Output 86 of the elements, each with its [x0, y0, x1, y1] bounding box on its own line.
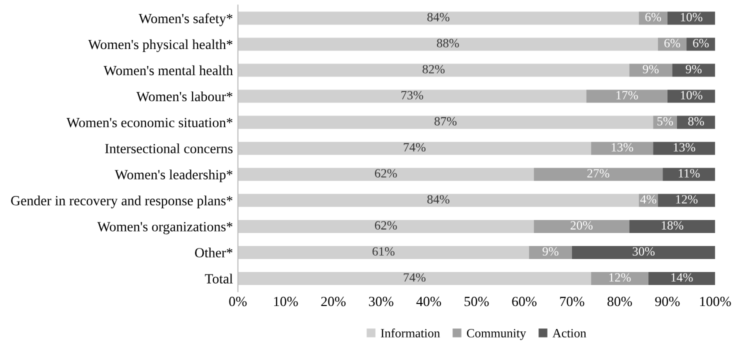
bar [648, 272, 716, 286]
bar [238, 38, 658, 51]
bar [629, 64, 672, 77]
data-label: 10% [680, 12, 702, 22]
bar [662, 168, 716, 181]
bar [534, 168, 663, 181]
data-label: 13% [674, 143, 696, 152]
y-tick-label: Women's safety* [138, 13, 232, 26]
data-label: 87% [434, 117, 457, 126]
bar [534, 220, 630, 233]
bar [238, 194, 639, 207]
bar [238, 220, 534, 233]
bar [238, 246, 530, 259]
x-tick-label: 70% [560, 296, 584, 306]
y-tick-label: Women's organizations* [97, 222, 232, 234]
legend-label: Information [380, 328, 440, 338]
data-label: 20% [570, 221, 593, 230]
bar [667, 12, 716, 25]
y-tick-label: Total [204, 274, 233, 284]
data-label: 5% [657, 117, 673, 126]
bar [667, 90, 716, 103]
x-tick-label: 20% [321, 296, 346, 306]
data-label: 9% [642, 64, 659, 74]
data-label: 12% [609, 273, 631, 282]
data-label: 62% [374, 169, 397, 178]
x-tick-label: 50% [464, 296, 489, 306]
data-label: 8% [688, 117, 704, 126]
data-label: 6% [645, 12, 662, 22]
y-tick-label: Gender in recovery and response plans* [11, 196, 232, 208]
data-label: 9% [542, 247, 558, 256]
data-label: 82% [422, 64, 445, 74]
data-label: 74% [404, 143, 426, 152]
bar [238, 90, 586, 103]
data-label: 9% [686, 64, 702, 74]
x-tick-label: 90% [655, 296, 680, 306]
data-label: 73% [401, 90, 424, 100]
bar [238, 272, 592, 286]
data-label: 88% [436, 38, 459, 48]
x-tick-label: 100% [700, 296, 731, 306]
bar [238, 116, 654, 129]
x-tick-label: 80% [608, 296, 632, 306]
bar [591, 272, 648, 286]
data-label: 17% [616, 90, 638, 100]
bar [676, 116, 716, 129]
y-tick-label: Other* [195, 248, 232, 258]
bar [672, 64, 716, 77]
data-label: 74% [404, 273, 426, 282]
bar [238, 142, 592, 155]
bar [658, 194, 716, 207]
legend-label: Action [552, 329, 586, 338]
data-label: 6% [693, 38, 709, 48]
y-tick-label: Women's physical health* [88, 39, 232, 52]
data-label: 27% [587, 169, 610, 178]
data-label: 30% [632, 247, 655, 256]
y-tick-label: Women's labour* [136, 91, 232, 102]
data-label: 18% [662, 221, 684, 230]
data-label: 84% [427, 195, 450, 204]
bar [586, 90, 668, 103]
data-label: 84% [427, 12, 450, 22]
x-tick-label: 40% [416, 296, 442, 306]
data-label: 6% [664, 38, 680, 48]
y-tick-label: Intersectional concerns [105, 144, 233, 154]
x-tick-label: 30% [369, 296, 394, 306]
y-tick-label: Women's leadership* [114, 170, 232, 182]
x-tick-label: 60% [512, 296, 537, 306]
data-label: 12% [676, 195, 698, 204]
bar [238, 168, 534, 181]
data-label: 61% [372, 247, 394, 256]
y-tick-label: Women's economic situation* [66, 118, 232, 128]
data-label: 13% [612, 143, 634, 152]
y-tick-label: Women's mental health [104, 65, 233, 76]
x-tick-label: 0% [229, 296, 247, 306]
data-label: 11% [678, 169, 700, 178]
bar [238, 12, 639, 25]
bar [238, 64, 630, 77]
bar [629, 220, 716, 233]
x-tick-label: 10% [274, 296, 298, 306]
bar [591, 142, 654, 155]
bar [529, 246, 572, 259]
legend-label: Community [466, 329, 526, 340]
data-label: 62% [374, 221, 397, 230]
bar [653, 142, 716, 155]
data-label: 14% [671, 273, 693, 282]
bar [572, 246, 716, 259]
data-label: 4% [640, 195, 656, 204]
data-label: 10% [680, 90, 702, 100]
